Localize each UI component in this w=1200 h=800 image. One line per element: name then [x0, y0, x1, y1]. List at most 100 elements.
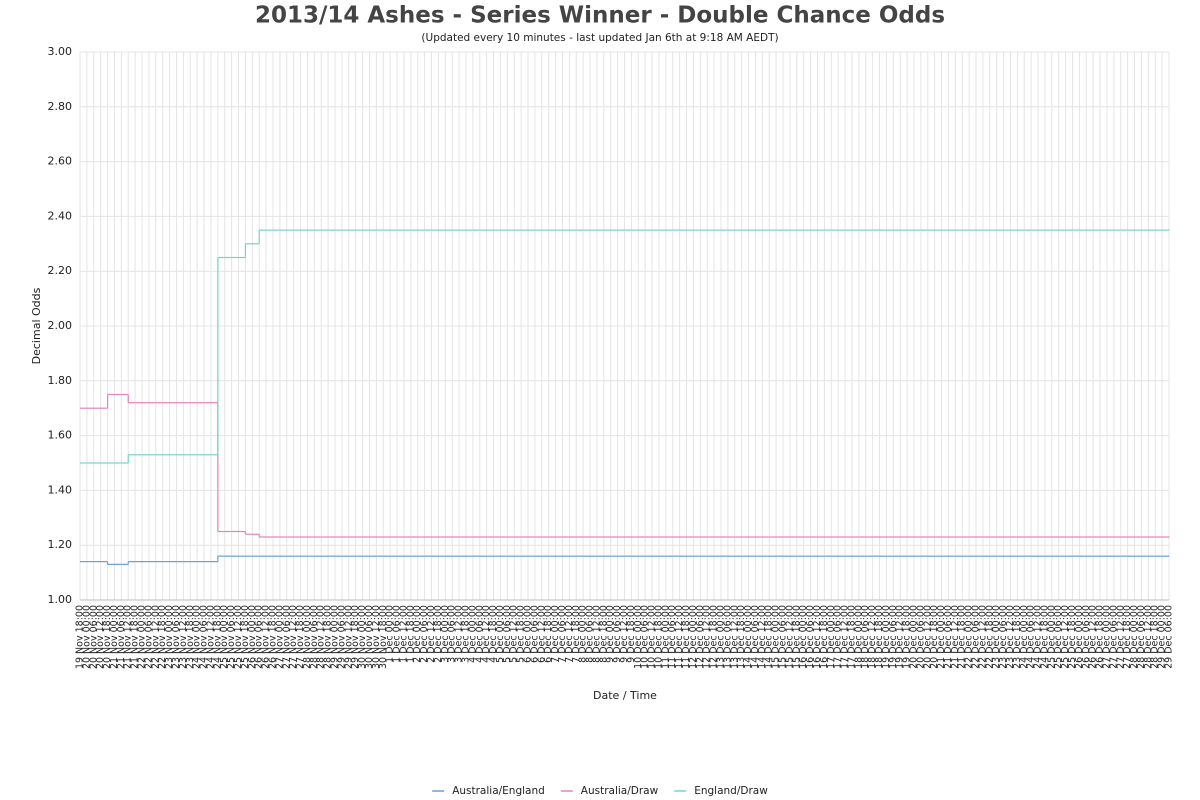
y-tick-label: 2.00: [48, 319, 73, 332]
x-tick-label: 30 Nov 06:00: [364, 605, 375, 669]
x-tick-label: 3 Dec 06:00: [447, 605, 458, 663]
x-tick-label: 6 Dec 12:00: [536, 605, 547, 663]
x-tick-label: 12 Dec 12:00: [702, 605, 713, 669]
x-tick-label: 22 Dec 00:00: [964, 605, 975, 669]
y-tick-label: 2.40: [48, 209, 73, 222]
x-tick-label: 27 Dec 06:00: [1108, 605, 1119, 669]
x-tick-label: 20 Nov 00:00: [81, 605, 92, 669]
x-tick-label: 25 Dec 18:00: [1067, 605, 1078, 669]
x-tick-label: 22 Dec 06:00: [971, 605, 982, 669]
x-tick-label: 9 Dec 12:00: [619, 605, 630, 663]
x-tick-label: 16 Dec 18:00: [819, 605, 830, 669]
x-tick-label: 13 Dec 18:00: [736, 605, 747, 669]
x-tick-label: 20 Dec 12:00: [922, 605, 933, 669]
x-tick-label: 9 Dec 06:00: [612, 605, 623, 663]
x-tick-label: 7 Dec 18:00: [571, 605, 582, 663]
x-tick-label: 7 Dec 06:00: [557, 605, 568, 663]
x-tick-label: 17 Dec 18:00: [846, 605, 857, 669]
x-tick-label: 30 Nov 00:00: [357, 605, 368, 669]
x-tick-label: 20 Dec 00:00: [908, 605, 919, 669]
y-tick-label: 3.00: [48, 45, 73, 58]
x-tick-label: 28 Dec 12:00: [1143, 605, 1154, 669]
x-tick-label: 2 Dec 06:00: [419, 605, 430, 663]
y-tick-label: 2.20: [48, 264, 73, 277]
x-tick-label: 10 Dec 00:00: [633, 605, 644, 669]
x-tick-label: 4 Dec 12:00: [481, 605, 492, 663]
x-tick-label: 5 Dec 18:00: [516, 605, 527, 663]
chart-title: 2013/14 Ashes - Series Winner - Double C…: [255, 3, 945, 29]
x-tick-label: 28 Nov 12:00: [316, 605, 327, 669]
x-tick-label: 29 Dec 06:00: [1164, 605, 1175, 669]
x-tick-label: 24 Dec 18:00: [1039, 605, 1050, 669]
x-tick-label: 14 Dec 00:00: [743, 605, 754, 669]
x-tick-label: 16 Dec 12:00: [812, 605, 823, 669]
x-tick-label: 11 Dec 12:00: [674, 605, 685, 669]
x-tick-label: 14 Dec 18:00: [764, 605, 775, 669]
x-tick-label: 29 Nov 12:00: [343, 605, 354, 669]
x-tick-label: 22 Nov 06:00: [143, 605, 154, 669]
x-tick-label: 24 Dec 06:00: [1026, 605, 1037, 669]
x-tick-label: 18 Dec 12:00: [867, 605, 878, 669]
x-tick-label: 19 Dec 18:00: [902, 605, 913, 669]
x-tick-label: 16 Dec 00:00: [798, 605, 809, 669]
x-tick-label: 2 Dec 12:00: [426, 605, 437, 663]
x-tick-label: 7 Dec 00:00: [550, 605, 561, 663]
chart-subtitle: (Updated every 10 minutes - last updated…: [421, 32, 778, 44]
x-tick-label: 3 Dec 12:00: [454, 605, 465, 663]
x-tick-label: 4 Dec 18:00: [488, 605, 499, 663]
x-tick-label: 20 Dec 18:00: [929, 605, 940, 669]
x-tick-label: 22 Nov 00:00: [137, 605, 148, 669]
x-tick-label: 21 Nov 12:00: [123, 605, 134, 669]
legend-label: England/Draw: [694, 785, 768, 797]
x-tick-label: 23 Nov 00:00: [164, 605, 175, 669]
x-tick-label: 21 Dec 18:00: [957, 605, 968, 669]
x-tick-label: 10 Dec 18:00: [653, 605, 664, 669]
x-tick-label: 3 Dec 00:00: [440, 605, 451, 663]
x-tick-label: 26 Nov 18:00: [267, 605, 278, 669]
x-tick-label: 23 Dec 12:00: [1005, 605, 1016, 669]
x-tick-label: 27 Dec 12:00: [1115, 605, 1126, 669]
x-tick-label: 21 Dec 12:00: [950, 605, 961, 669]
x-tick-label: 17 Dec 12:00: [840, 605, 851, 669]
x-tick-label: 1 Dec 18:00: [405, 605, 416, 663]
x-tick-label: 23 Dec 18:00: [1012, 605, 1023, 669]
x-tick-label: 13 Dec 00:00: [715, 605, 726, 669]
x-tick-label: 29 Nov 06:00: [336, 605, 347, 669]
x-tick-label: 21 Nov 00:00: [109, 605, 120, 669]
x-tick-label: 8 Dec 00:00: [578, 605, 589, 663]
x-tick-label: 27 Nov 12:00: [288, 605, 299, 669]
x-tick-label: 23 Nov 06:00: [171, 605, 182, 669]
x-tick-label: 20 Nov 18:00: [102, 605, 113, 669]
x-tick-label: 12 Dec 18:00: [709, 605, 720, 669]
x-tick-label: 7 Dec 12:00: [564, 605, 575, 663]
x-tick-label: 11 Dec 06:00: [667, 605, 678, 669]
x-tick-label: 2 Dec 18:00: [433, 605, 444, 663]
x-tick-label: 30 Nov 12:00: [371, 605, 382, 669]
x-tick-label: 19 Dec 12:00: [895, 605, 906, 669]
x-tick-label: 28 Nov 00:00: [302, 605, 313, 669]
x-tick-label: 26 Dec 06:00: [1081, 605, 1092, 669]
x-tick-label: 28 Nov 06:00: [309, 605, 320, 669]
x-axis-title: Date / Time: [593, 689, 657, 702]
x-tick-label: 20 Nov 06:00: [88, 605, 99, 669]
x-tick-label: 27 Dec 18:00: [1122, 605, 1133, 669]
x-tick-label: 27 Nov 18:00: [295, 605, 306, 669]
x-tick-label: 12 Dec 00:00: [688, 605, 699, 669]
x-tick-label: 26 Nov 00:00: [247, 605, 258, 669]
x-tick-label: 27 Dec 00:00: [1101, 605, 1112, 669]
x-tick-label: 19 Dec 00:00: [881, 605, 892, 669]
x-tick-label: 26 Nov 12:00: [261, 605, 272, 669]
x-tick-label: 25 Nov 12:00: [233, 605, 244, 669]
x-tick-label: 29 Nov 00:00: [330, 605, 341, 669]
x-tick-label: 2 Dec 00:00: [412, 605, 423, 663]
x-tick-label: 4 Dec 06:00: [474, 605, 485, 663]
x-tick-label: 19 Nov 18:00: [75, 605, 86, 669]
x-tick-label: 25 Nov 06:00: [226, 605, 237, 669]
x-tick-label: 24 Dec 00:00: [1019, 605, 1030, 669]
x-tick-label: 11 Dec 00:00: [660, 605, 671, 669]
x-tick-label: 25 Dec 00:00: [1046, 605, 1057, 669]
x-tick-label: 13 Dec 06:00: [722, 605, 733, 669]
x-tick-label: 11 Dec 18:00: [681, 605, 692, 669]
x-tick-label: 29 Nov 18:00: [350, 605, 361, 669]
